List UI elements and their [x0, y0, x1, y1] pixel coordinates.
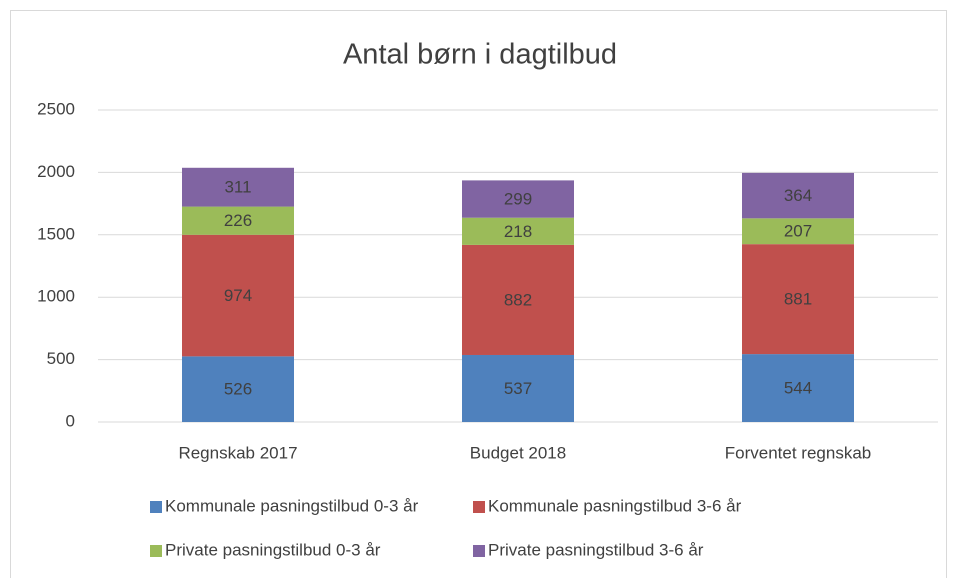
data-label: 974 — [224, 286, 252, 305]
legend-label: Kommunale pasningstilbud 0-3 år — [165, 496, 419, 515]
bar-segment — [182, 167, 294, 207]
legend-swatch — [473, 545, 485, 557]
legend-label: Private pasningstilbud 3-6 år — [488, 540, 704, 559]
data-label: 537 — [504, 379, 532, 398]
x-tick-label: Forventet regnskab — [725, 443, 871, 462]
bar-segment — [182, 206, 294, 235]
chart-title: Antal børn i dagtilbud — [343, 39, 617, 71]
legend-swatch — [473, 501, 485, 513]
bar-segment — [462, 180, 574, 218]
data-label: 226 — [224, 211, 252, 230]
bar-segment — [462, 354, 574, 422]
x-tick-label: Regnskab 2017 — [178, 443, 297, 462]
data-label: 311 — [224, 178, 251, 197]
y-tick-label: 500 — [47, 349, 75, 368]
legend-swatch — [150, 545, 162, 557]
bar-segment — [462, 217, 574, 245]
bar-segment — [462, 244, 574, 355]
bar-segment — [742, 354, 854, 422]
data-label: 882 — [504, 290, 532, 309]
bar-segment — [182, 234, 294, 357]
data-label: 544 — [784, 379, 812, 398]
data-label: 526 — [224, 380, 252, 399]
x-tick-label: Budget 2018 — [470, 443, 566, 462]
legend-swatch — [150, 501, 162, 513]
bar-segment — [182, 356, 294, 422]
bar-segment — [742, 244, 854, 355]
legend-label: Private pasningstilbud 0-3 år — [165, 540, 381, 559]
data-label: 299 — [504, 190, 532, 209]
legend-label: Kommunale pasningstilbud 3-6 år — [488, 496, 742, 515]
y-tick-label: 1000 — [37, 287, 75, 306]
data-label: 881 — [784, 290, 812, 309]
y-tick-label: 1500 — [37, 224, 75, 243]
bar-segment — [742, 172, 854, 219]
data-label: 364 — [784, 186, 812, 205]
data-label: 207 — [784, 222, 812, 241]
y-tick-label: 2500 — [37, 99, 75, 118]
y-tick-label: 2000 — [37, 162, 75, 181]
data-label: 218 — [504, 222, 532, 241]
bar-segment — [742, 218, 854, 245]
y-tick-label: 0 — [66, 411, 75, 430]
